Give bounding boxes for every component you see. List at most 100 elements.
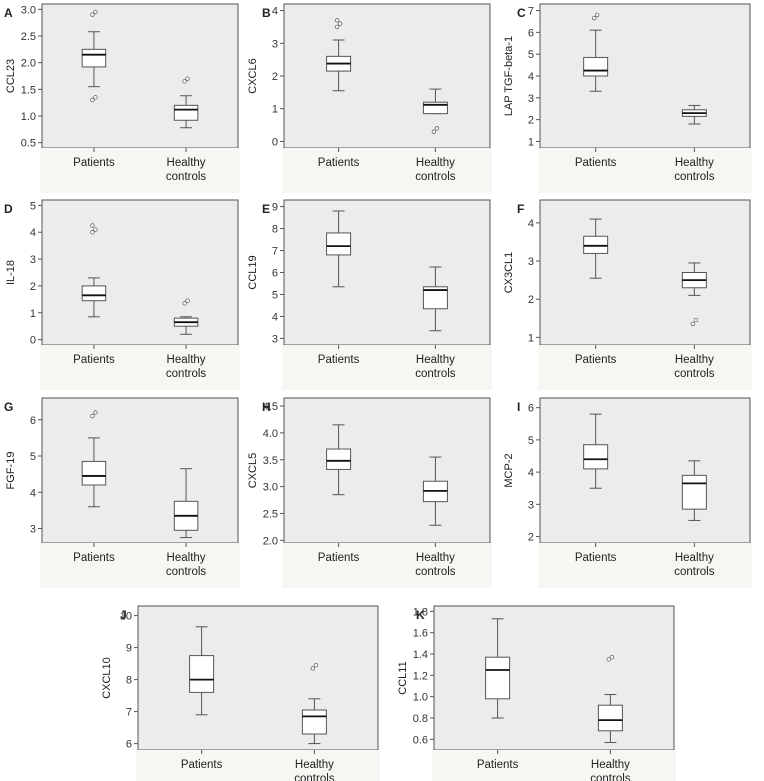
outlier-point <box>606 657 612 662</box>
iqr-box <box>326 448 352 470</box>
plot-area <box>41 397 239 544</box>
plot-area <box>539 397 751 544</box>
y-tick-label: 5 <box>528 49 534 61</box>
y-tick-label: 3 <box>528 256 534 268</box>
x-label-healthy: Healthy <box>167 157 206 169</box>
y-tick-label: 2 <box>528 294 534 306</box>
box-patients <box>326 424 352 496</box>
y-axis-label: CXCL5 <box>247 453 259 488</box>
label-band <box>538 543 752 588</box>
panel-e: E 3 4 5 6 7 8 9 CCL19 Patients Healthy controls <box>247 199 492 390</box>
box-healthy-controls <box>422 266 448 332</box>
y-tick-label: 3 <box>528 93 534 105</box>
y-tick-label: 3.0 <box>263 482 278 494</box>
y-tick-label: 3 <box>272 333 278 345</box>
y-tick-label: 2.5 <box>21 31 36 43</box>
y-tick-label: 3 <box>272 38 278 50</box>
label-band <box>282 543 492 588</box>
iqr-box <box>326 232 352 256</box>
y-tick-label: 5 <box>272 289 278 301</box>
y-tick-label: 6 <box>528 403 534 415</box>
label-band <box>432 750 676 781</box>
y-tick-label: 2.0 <box>21 58 36 70</box>
y-tick-label: 1.0 <box>413 692 428 704</box>
box-patients <box>189 626 215 716</box>
y-tick-label: 5 <box>30 200 36 212</box>
x-label-patients: Patients <box>318 157 360 169</box>
plot-area <box>41 3 239 149</box>
iqr-box <box>81 285 107 302</box>
x-label-controls: controls <box>674 368 715 380</box>
y-tick-label: 2 <box>528 115 534 127</box>
outlier-point <box>334 18 340 23</box>
outlier-point <box>90 12 95 17</box>
plot-area <box>283 397 491 544</box>
x-label-healthy: Healthy <box>591 759 630 771</box>
y-axis-label: CXCL6 <box>247 58 259 93</box>
plot-area <box>433 605 675 751</box>
y-axis-label: MCP-2 <box>503 453 515 487</box>
box-patients <box>81 9 107 103</box>
x-label-controls: controls <box>166 171 207 183</box>
y-tick-label: 1 <box>272 104 278 116</box>
y-tick-label: 0 <box>272 136 278 148</box>
panel-letter: I <box>517 400 520 414</box>
panel-g: G 3 4 5 6 FGF-19 Patients Healthy controls <box>4 397 240 588</box>
iqr-box <box>422 101 448 115</box>
outlier-point <box>93 9 98 15</box>
y-tick-label: 3 <box>30 524 36 536</box>
y-tick-label: 4 <box>528 218 534 230</box>
y-tick-label: 9 <box>126 643 132 655</box>
box-healthy-controls <box>681 460 707 521</box>
label-band <box>282 345 492 390</box>
y-tick-label: 4 <box>30 227 36 239</box>
panel-letter: B <box>262 6 271 20</box>
x-label-healthy: Healthy <box>295 759 334 771</box>
outlier-point <box>185 298 190 303</box>
x-label-controls: controls <box>674 171 715 183</box>
x-label-patients: Patients <box>477 759 519 771</box>
iqr-box <box>301 709 327 735</box>
outlier-point <box>690 321 696 327</box>
box-healthy-controls <box>173 76 199 129</box>
y-tick-label: 6 <box>528 27 534 39</box>
panel-h: H 2.0 2.5 3.0 3.5 4.0 4.5 CXCL5 Patients Healthy c… <box>247 397 492 588</box>
box-patients <box>81 223 107 318</box>
panel-j: J 6 7 8 9 10 CXCL10 Patients Healthy controls <box>101 605 380 781</box>
panel-d: D 0 1 2 3 4 5 IL-18 Patients Healthy controls <box>4 199 240 390</box>
x-label-controls: controls <box>415 171 456 183</box>
iqr-box <box>81 460 107 486</box>
y-tick-label: 4 <box>272 311 278 323</box>
outlier-point <box>591 15 597 21</box>
y-tick-label: 0.5 <box>21 138 36 150</box>
box-patients <box>583 218 609 279</box>
y-tick-label: 2.0 <box>263 535 278 547</box>
y-tick-label: 3 <box>30 254 36 266</box>
x-label-healthy: Healthy <box>416 354 455 366</box>
y-tick-label: 5 <box>528 435 534 447</box>
x-label-patients: Patients <box>73 354 115 366</box>
iqr-box <box>189 655 215 693</box>
box-healthy-controls <box>173 298 199 335</box>
x-label-controls: controls <box>674 566 715 578</box>
iqr-box <box>81 48 107 68</box>
y-tick-label: 6 <box>126 739 132 751</box>
label-band <box>538 345 752 390</box>
iqr-box <box>597 704 623 732</box>
y-tick-label: 0 <box>30 335 36 347</box>
outlier-point <box>313 663 319 668</box>
x-label-healthy: Healthy <box>675 552 714 564</box>
y-tick-label: 2 <box>528 532 534 544</box>
y-tick-label: 7 <box>272 246 278 258</box>
y-tick-label: 0.8 <box>413 713 428 725</box>
y-tick-label: 3 <box>528 499 534 511</box>
y-tick-label: 3.5 <box>263 455 278 467</box>
y-tick-label: 6 <box>272 268 278 280</box>
panel-letter: G <box>4 400 13 414</box>
iqr-box <box>422 286 448 310</box>
outlier-point <box>594 12 600 18</box>
plot-area <box>539 3 751 149</box>
outlier-point <box>90 413 95 419</box>
box-healthy-controls <box>422 456 448 526</box>
panel-i: I 2 3 4 5 6 MCP-2 Patients Healthy controls <box>503 397 752 588</box>
